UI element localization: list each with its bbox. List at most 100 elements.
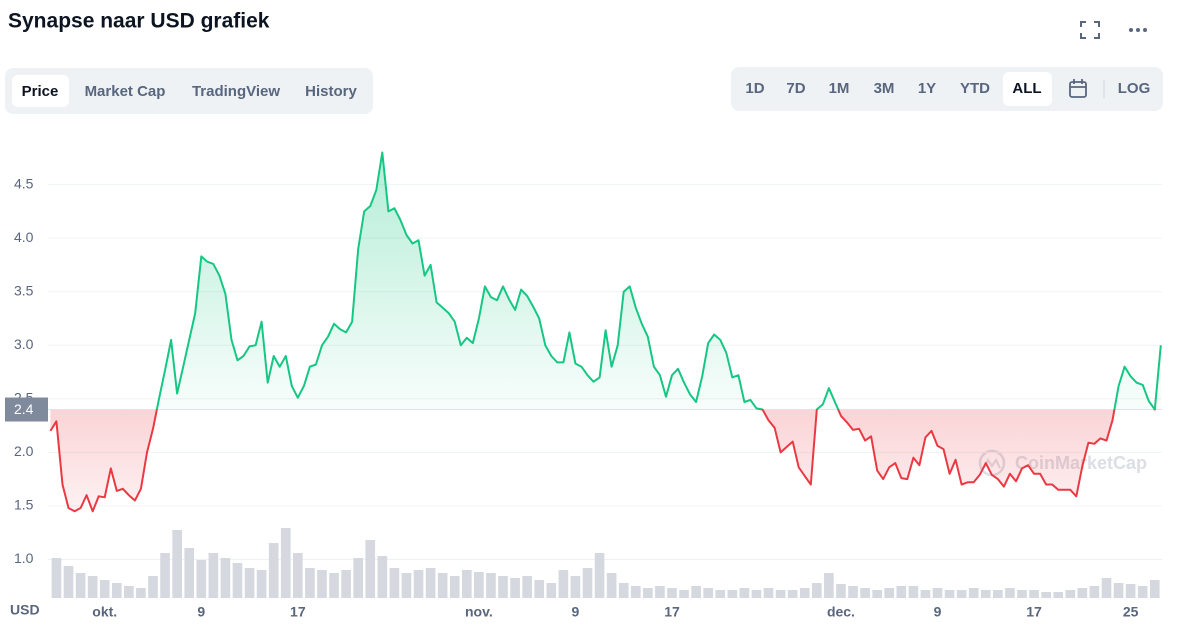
volume-bar [956, 590, 967, 598]
volume-bar [703, 588, 714, 598]
y-tick-label: 3.5 [14, 282, 34, 298]
y-unit: USD [10, 602, 40, 618]
volume-bar [401, 573, 412, 598]
volume-bar [196, 560, 207, 598]
volume-bar [389, 568, 400, 598]
calendar-icon[interactable] [1069, 79, 1087, 98]
range-button[interactable]: 3M [874, 80, 895, 97]
volume-bar [896, 586, 907, 598]
y-tick-label: 3.0 [14, 336, 34, 352]
volume-bar [944, 590, 955, 598]
range-button[interactable]: YTD [960, 80, 990, 97]
x-tick-label: 9 [572, 604, 580, 620]
volume-bar [437, 573, 448, 598]
volume-bar [99, 580, 110, 598]
volume-bar [824, 573, 834, 598]
volume-bar [1017, 590, 1027, 598]
volume-bar [51, 558, 62, 598]
range-button[interactable]: 1D [745, 80, 764, 97]
volume-bar [486, 573, 496, 598]
volume-bar [920, 590, 931, 598]
volume-bar [546, 583, 557, 598]
volume-bar [1149, 580, 1160, 598]
volume-bar [1101, 578, 1112, 598]
active-tab [12, 75, 69, 107]
volume-bar [1053, 592, 1064, 598]
volume-bar [1125, 584, 1136, 598]
volume-bar [872, 590, 882, 598]
more-icon[interactable] [1129, 28, 1147, 32]
volume-bar [679, 590, 689, 598]
range-button[interactable]: 7D [786, 80, 805, 97]
volume-bar [510, 578, 520, 598]
volume-bar [522, 576, 532, 598]
range-group [731, 67, 1163, 111]
x-tick-label: 25 [1123, 604, 1139, 620]
range-button[interactable]: ALL [1012, 80, 1041, 97]
volume-bar [667, 588, 677, 598]
page-title: Synapse naar USD grafiek [8, 10, 270, 33]
volume-bar [329, 573, 339, 598]
volume-bar [244, 568, 255, 598]
volume-bar [534, 580, 545, 598]
volume-bar [932, 588, 943, 598]
volume-bar [498, 576, 508, 598]
volume-bar [643, 588, 653, 598]
volume-bar [811, 583, 822, 598]
volume-bar [280, 528, 291, 598]
baseline-label: 2.4 [14, 401, 34, 417]
x-tick-label: okt. [92, 604, 117, 620]
volume-bar [655, 586, 665, 598]
volume-bar [136, 588, 146, 598]
volume-bar [630, 586, 641, 598]
volume-bar [763, 588, 774, 598]
volume-bar [594, 553, 605, 598]
volume-bar [184, 548, 195, 598]
volume-bar [993, 590, 1003, 598]
y-tick-label: 1.5 [14, 497, 34, 513]
active-range [1003, 72, 1052, 106]
volume-bar [848, 586, 858, 598]
volume-bar [739, 588, 750, 598]
volume-bar [775, 590, 786, 598]
volume-bar [449, 576, 460, 598]
volume-bar [220, 558, 231, 598]
volume-bar [691, 586, 701, 598]
volume-bar [727, 590, 738, 598]
y-tick-label: 4.5 [14, 175, 34, 191]
x-tick-label: 9 [934, 604, 942, 620]
volume-bar [353, 558, 364, 598]
volume-bar [160, 553, 170, 598]
volume-bar [461, 570, 472, 598]
volume-bar [787, 590, 798, 598]
volume-bar [425, 568, 436, 598]
volume-bar [172, 530, 182, 598]
volume-bar [570, 576, 581, 598]
tab[interactable]: Price [22, 83, 59, 100]
volume-bar [111, 583, 122, 598]
x-tick-label: 17 [290, 604, 306, 620]
y-tick-label: 1.0 [14, 550, 34, 566]
fullscreen-icon[interactable] [1080, 21, 1100, 39]
volume-bar [860, 588, 870, 598]
log-button[interactable]: LOG [1118, 80, 1151, 97]
volume-bar [124, 586, 134, 598]
volume-bar [799, 588, 810, 598]
x-tick-label: 17 [664, 604, 680, 620]
y-tick-label: 4.0 [14, 229, 34, 245]
volume-bar [1005, 588, 1015, 598]
volume-bar [317, 570, 327, 598]
volume-bar [1041, 592, 1051, 598]
tab[interactable]: Market Cap [85, 83, 166, 100]
range-button[interactable]: 1Y [918, 80, 936, 97]
volume-bar [208, 553, 219, 598]
range-button[interactable]: 1M [829, 80, 850, 97]
volume-bar [751, 590, 762, 598]
tab[interactable]: History [305, 83, 357, 100]
volume-bar [63, 566, 74, 598]
volume-bar [268, 543, 279, 598]
tab[interactable]: TradingView [192, 83, 280, 100]
volume-bar [582, 568, 593, 598]
y-tick-label: 2.0 [14, 443, 34, 459]
